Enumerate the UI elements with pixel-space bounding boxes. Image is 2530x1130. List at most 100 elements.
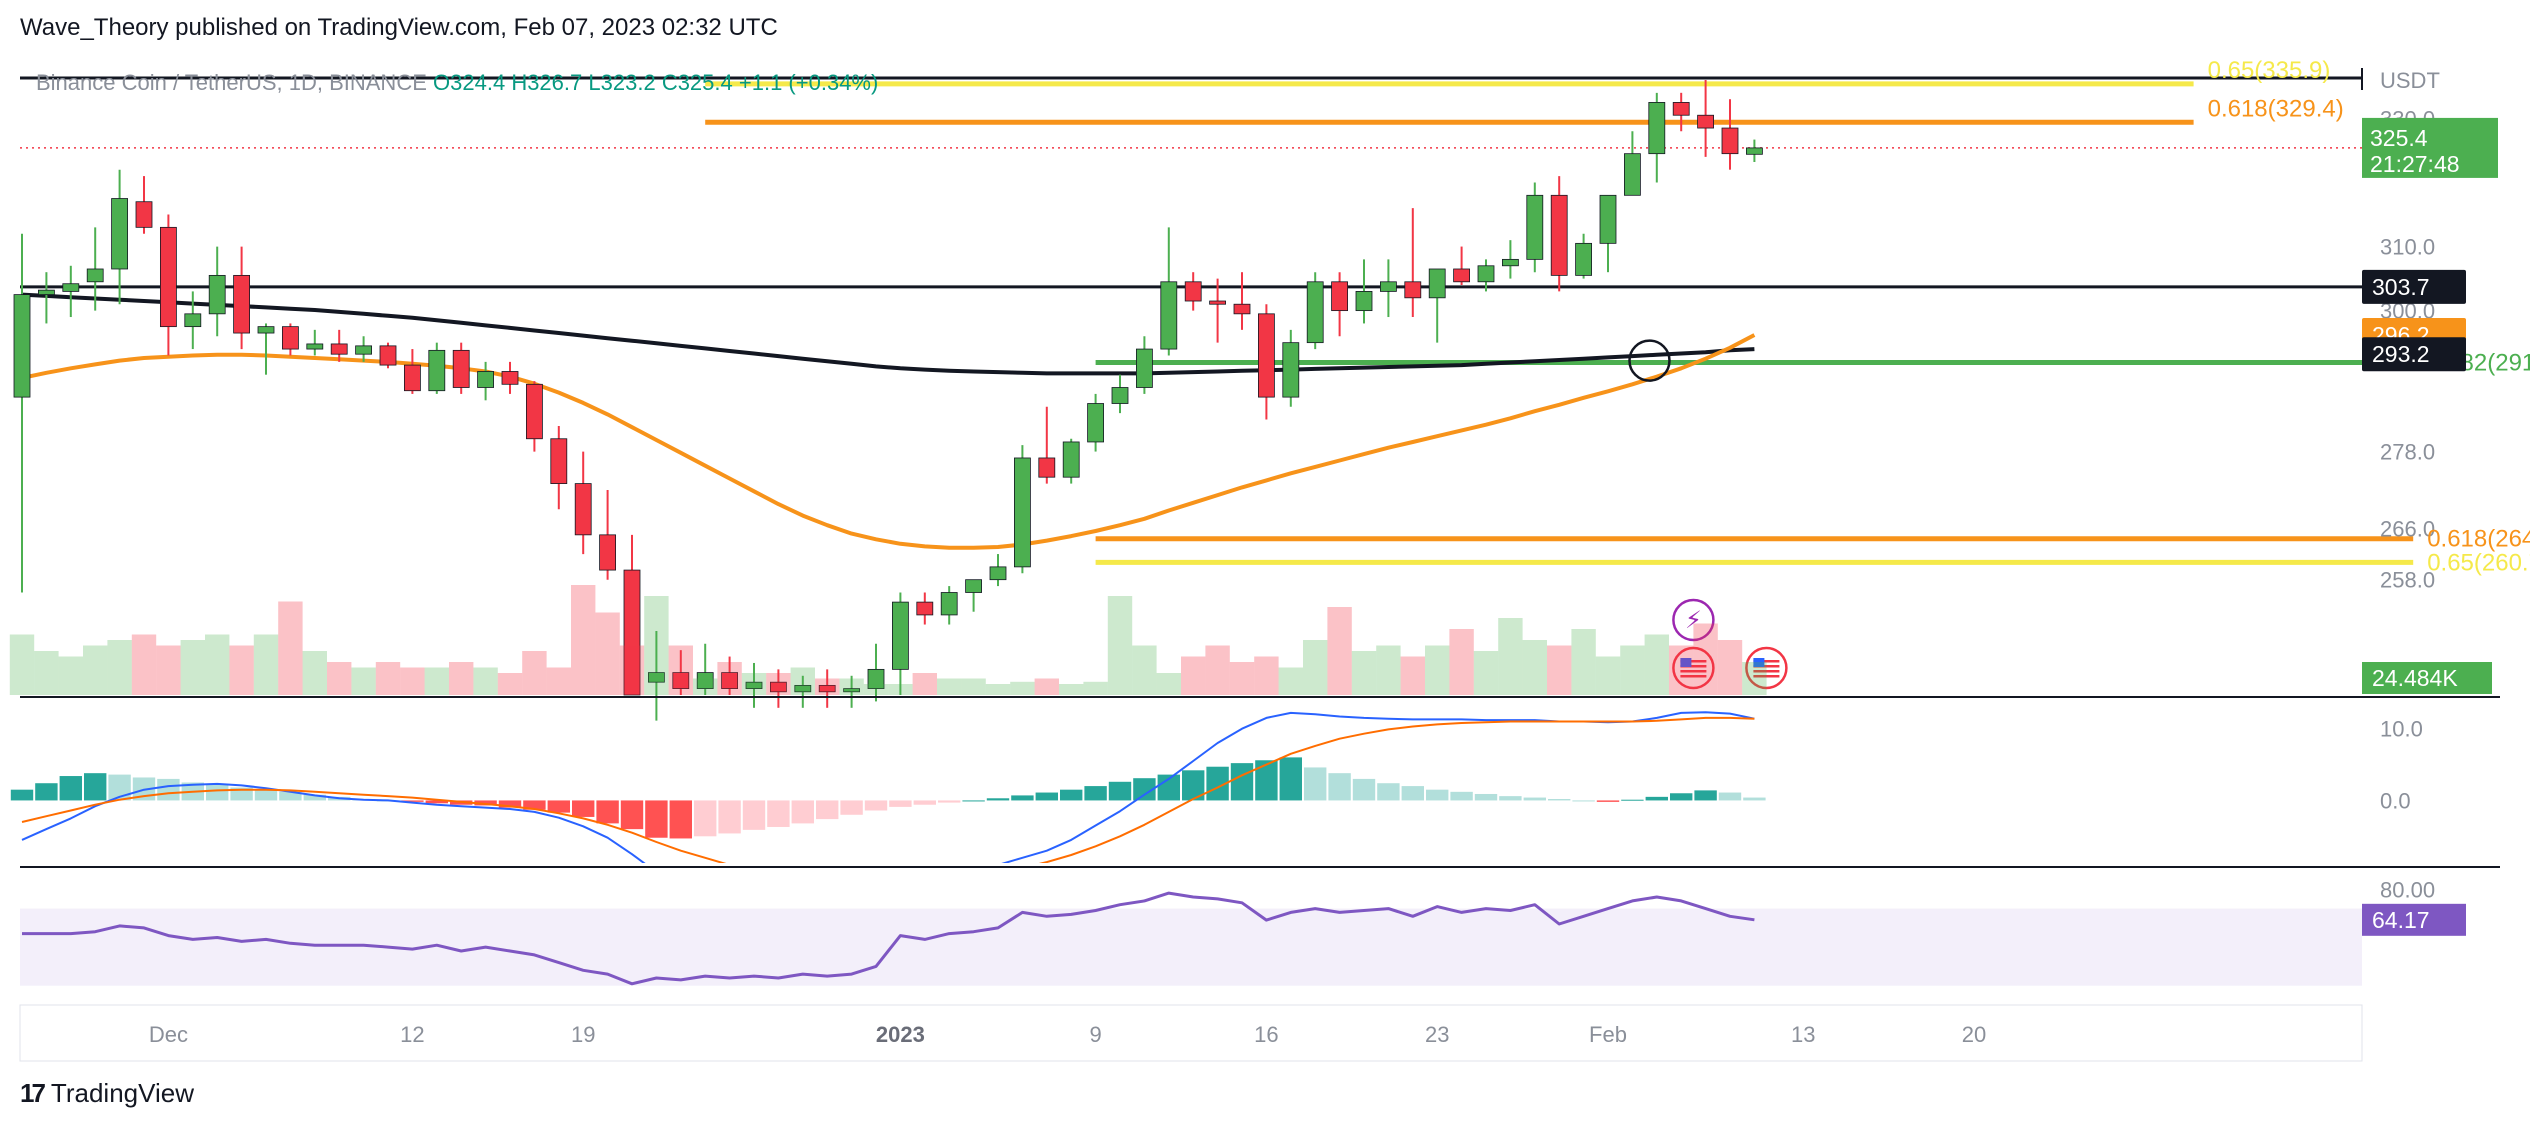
- macd-pane[interactable]: [10, 711, 1766, 901]
- candle[interactable]: [1258, 304, 1275, 420]
- lightning-event-icon[interactable]: [1672, 598, 1715, 642]
- candle[interactable]: [794, 675, 812, 708]
- candle[interactable]: [1575, 233, 1592, 279]
- candle[interactable]: [159, 214, 177, 356]
- volume-bar: [888, 684, 913, 695]
- candle[interactable]: [550, 425, 568, 510]
- candle[interactable]: [1746, 139, 1763, 162]
- rsi-pane[interactable]: [20, 891, 2362, 986]
- macd-histogram-bar: [938, 800, 961, 803]
- candle[interactable]: [306, 329, 324, 356]
- candle[interactable]: [1428, 268, 1446, 343]
- tradingview-brand: TradingView: [50, 1078, 194, 1108]
- candle[interactable]: [62, 265, 80, 318]
- macd-histogram-bar: [864, 800, 888, 811]
- candle[interactable]: [1355, 259, 1373, 324]
- crossover-marker[interactable]: [1628, 339, 1671, 382]
- candle[interactable]: [1111, 374, 1129, 414]
- candle[interactable]: [1184, 272, 1202, 311]
- candle[interactable]: [403, 349, 421, 394]
- candle[interactable]: [281, 323, 299, 356]
- candle[interactable]: [1502, 240, 1519, 279]
- candle[interactable]: [818, 669, 836, 708]
- candle[interactable]: [843, 675, 860, 708]
- candle[interactable]: [1306, 272, 1324, 350]
- macd-histogram-bar: [303, 794, 326, 801]
- candle[interactable]: [1477, 259, 1495, 292]
- candle[interactable]: [501, 361, 519, 394]
- candle[interactable]: [721, 656, 738, 695]
- candle[interactable]: [648, 630, 665, 721]
- candle[interactable]: [916, 592, 934, 625]
- candle[interactable]: [1331, 272, 1348, 337]
- candle[interactable]: [672, 650, 690, 695]
- candle[interactable]: [696, 643, 714, 695]
- candle[interactable]: [38, 272, 55, 324]
- candle[interactable]: [233, 246, 251, 350]
- candle[interactable]: [892, 592, 909, 696]
- candle[interactable]: [379, 342, 397, 369]
- candle[interactable]: [1136, 336, 1153, 394]
- candle[interactable]: [1599, 194, 1617, 273]
- candle[interactable]: [355, 336, 373, 362]
- candle[interactable]: [599, 490, 616, 580]
- candle[interactable]: [1550, 176, 1568, 292]
- candle[interactable]: [1087, 393, 1104, 452]
- volume-bar: [1522, 640, 1547, 695]
- candle[interactable]: [1160, 227, 1178, 356]
- candle-body: [38, 289, 55, 296]
- candle[interactable]: [1038, 406, 1056, 484]
- candle[interactable]: [1062, 438, 1080, 484]
- candle[interactable]: [1721, 99, 1739, 170]
- volume-bar: [497, 673, 523, 695]
- price-pane[interactable]: ⚡: [13, 80, 2414, 721]
- candle[interactable]: [477, 361, 495, 401]
- candle[interactable]: [1453, 246, 1470, 285]
- candle[interactable]: [428, 342, 446, 394]
- candle[interactable]: [940, 586, 958, 625]
- candle[interactable]: [1648, 92, 1666, 183]
- candle[interactable]: [965, 579, 982, 612]
- candle-body: [1453, 268, 1470, 283]
- candle[interactable]: [1380, 259, 1397, 318]
- candle[interactable]: [135, 176, 153, 234]
- candle[interactable]: [184, 291, 202, 350]
- candle[interactable]: [1624, 131, 1641, 196]
- tradingview-logo[interactable]: 17 TradingView: [20, 1078, 194, 1109]
- candle[interactable]: [1526, 182, 1544, 273]
- candle[interactable]: [1233, 272, 1251, 330]
- candle[interactable]: [1672, 92, 1690, 132]
- macd-histogram-bar: [157, 778, 180, 801]
- candle[interactable]: [867, 643, 885, 702]
- candle[interactable]: [574, 451, 592, 555]
- candle[interactable]: [770, 669, 787, 708]
- candle[interactable]: [13, 233, 31, 593]
- candle[interactable]: [1209, 278, 1226, 343]
- candle[interactable]: [111, 169, 128, 305]
- candle[interactable]: [1014, 445, 1031, 574]
- candle[interactable]: [1697, 80, 1714, 157]
- candle-body: [501, 371, 519, 385]
- candle[interactable]: [452, 342, 470, 394]
- candle[interactable]: [1404, 208, 1422, 318]
- candle[interactable]: [208, 246, 226, 337]
- candle-body: [111, 198, 128, 270]
- price-tick-label: 258.0: [2380, 568, 2435, 593]
- candle[interactable]: [989, 554, 1007, 587]
- candle[interactable]: [526, 381, 543, 452]
- candle[interactable]: [330, 329, 348, 362]
- flag-stripe: [1680, 675, 1707, 678]
- candle[interactable]: [86, 227, 104, 311]
- candle[interactable]: [1282, 329, 1300, 407]
- candle[interactable]: [257, 323, 275, 375]
- macd-histogram-bar: [35, 783, 58, 801]
- rsi-badge-bg: [2362, 903, 2466, 936]
- time-tick-label: Dec: [149, 1022, 188, 1047]
- candle[interactable]: [623, 534, 641, 696]
- macd-histogram-bar: [84, 773, 107, 801]
- rsi-badge: 64.17: [2372, 907, 2430, 933]
- volume-bar: [1156, 673, 1181, 695]
- candle[interactable]: [745, 662, 763, 708]
- candle-body: [135, 201, 153, 228]
